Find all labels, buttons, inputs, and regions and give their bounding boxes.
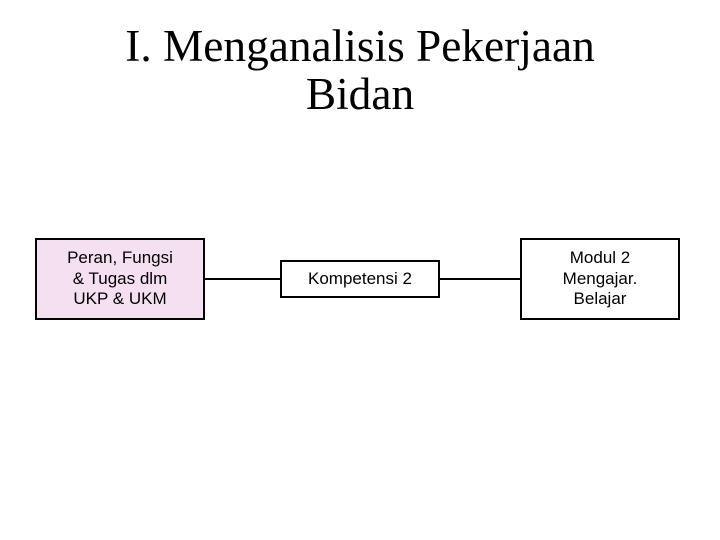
node-kompetensi-label-line: Kompetensi 2 [308, 269, 412, 289]
node-modul: Modul 2Mengajar.Belajar [520, 238, 680, 320]
node-modul-label-line: Mengajar. [563, 269, 638, 289]
node-peran-label-line: Peran, Fungsi [67, 248, 173, 268]
node-peran-label-line: UKP & UKM [73, 289, 166, 309]
edge-1 [205, 278, 280, 280]
node-peran: Peran, Fungsi& Tugas dlmUKP & UKM [35, 238, 205, 320]
node-kompetensi: Kompetensi 2 [280, 260, 440, 298]
node-peran-label-line: & Tugas dlm [73, 269, 168, 289]
edge-2 [440, 278, 520, 280]
node-modul-label-line: Modul 2 [570, 248, 630, 268]
diagram-title-line1: I. Menganalisis Pekerjaan [0, 20, 720, 72]
diagram-title-line2: Bidan [0, 68, 720, 120]
node-modul-label-line: Belajar [574, 289, 627, 309]
